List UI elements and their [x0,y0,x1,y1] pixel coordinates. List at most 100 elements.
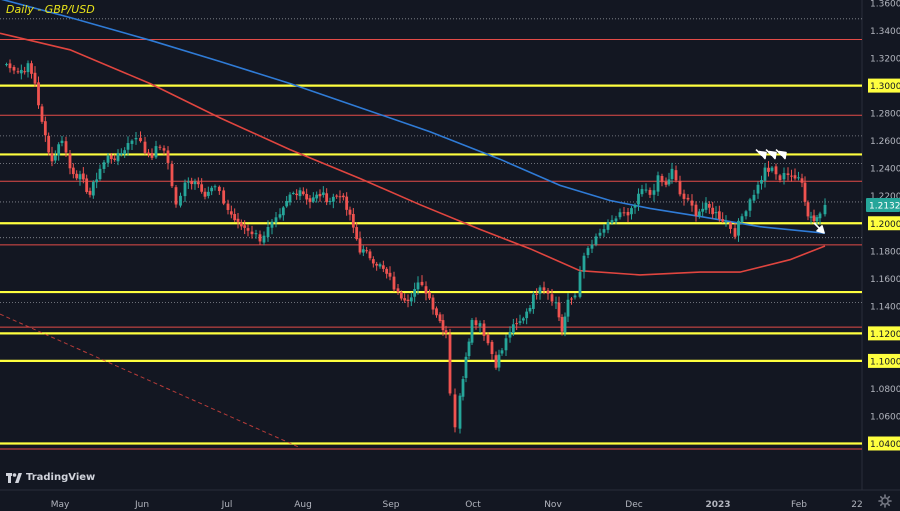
candle-body [521,318,525,321]
candle-body [158,146,162,148]
candle-body [75,173,79,179]
candle-body [262,235,266,243]
tradingview-logo[interactable]: TradingView [6,472,95,483]
candle-body [130,140,134,144]
candle-body [95,179,99,183]
candle-body [392,276,396,290]
candle-body [690,200,694,206]
candle-body [278,214,282,218]
gear-icon[interactable] [878,494,892,508]
candle-body [686,197,690,200]
candle-body [626,211,630,216]
time-tick-label: Sep [383,500,400,510]
candle-body [582,255,586,272]
price-level-badge [868,216,900,231]
candle-body [85,178,89,192]
candle-body [508,331,512,338]
candle-body [490,341,494,355]
chart-title: Daily - GBP/USD [6,3,95,16]
candle-body [717,211,721,220]
candle-body [424,286,428,294]
time-axis[interactable]: May Jun Jul Aug Sep Oct Nov Dec 2023 Feb 22 [51,500,863,510]
price-level-badge [868,436,900,451]
candle-body [557,302,561,318]
candle-body [453,394,457,428]
candle-body [213,186,217,188]
time-tick-label: 2023 [705,500,730,510]
candle-body [396,288,400,293]
candle-body [435,308,438,316]
candle-body [724,221,728,223]
candle-body [196,182,200,185]
candle-body [126,143,130,150]
candle-body [470,319,474,343]
candle-body [618,212,622,218]
candle-body [308,198,312,203]
candle-body [60,140,64,144]
candle-body [12,67,16,71]
price-tick-label: 1.36000 [870,0,900,10]
candle-body [174,187,178,205]
candle-body [222,190,226,204]
tradingview-logo-icon [6,472,22,483]
candle-body [57,144,61,156]
candle-body [441,320,445,331]
candle-body [358,238,362,253]
candle-body [763,167,767,181]
candle-body [78,174,82,180]
candles [5,59,827,434]
candle-body [291,192,295,194]
candle-body [338,196,342,198]
candle-body [193,181,197,185]
candle-body [554,302,558,304]
candle-body [64,141,68,153]
annotations [0,148,825,449]
candle-body [285,201,289,207]
candle-body [674,170,678,181]
candle-body [704,202,708,210]
candle-body [420,281,424,286]
candle-body [504,338,508,351]
candle-body [652,190,656,195]
candle-body [770,167,774,171]
candle-body [729,222,732,229]
current-price-label: 1.21326 [869,201,900,211]
candle-body [239,222,243,227]
candle-body [236,218,240,222]
candle-body [200,184,204,192]
candle-body [381,265,385,269]
candle-body [91,181,95,196]
candle-body [19,69,23,74]
price-tick-label: 1.24000 [870,165,900,175]
candle-body [154,146,158,158]
price-tick-label: 1.30000 [870,82,900,92]
candle-body [818,213,822,219]
candle-body [26,63,30,73]
price-axis[interactable]: 1.36000 1.34000 1.32000 1.30000 1.28000 1.260… [866,0,900,451]
candle-body [778,175,782,181]
time-tick-label: Jul [221,500,233,510]
candle-body [511,324,515,334]
candle-body [68,153,72,169]
candle-body [270,221,274,228]
candle-body [371,259,375,264]
candle-body [467,341,471,357]
candle-body [368,251,372,259]
candle-body [431,297,435,310]
candle-body [30,63,33,74]
candle-body [767,167,770,172]
candle-body [348,209,352,215]
candle-body [116,153,120,162]
candle-body [740,216,744,223]
candle-body [403,298,407,301]
candle-body [217,186,221,192]
candle-body [458,395,462,429]
candle-body [428,292,431,299]
time-tick-label: 22 [851,500,862,510]
candle-body [630,208,633,215]
candle-body [667,179,671,185]
candle-body [812,215,816,222]
price-tick-label: 1.28000 [870,110,900,120]
horizontal-levels [0,0,900,491]
